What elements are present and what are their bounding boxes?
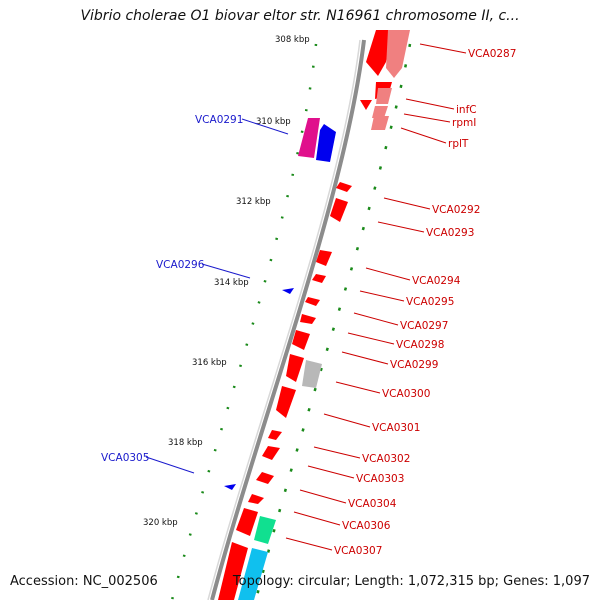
tick-label: 308 kbp	[275, 35, 310, 45]
gene-label: VCA0292	[432, 204, 480, 216]
gene-vca0299	[292, 330, 310, 350]
accession-text: Accession: NC_002506	[10, 574, 158, 589]
gene-vca0305	[224, 484, 236, 490]
gene-label: VCA0287	[468, 48, 516, 60]
gene-rpmi	[360, 100, 372, 110]
gene-label: VCA0306	[342, 520, 391, 532]
gene-vca0300	[286, 354, 304, 382]
gene-rplt	[371, 116, 389, 130]
gene-vca0297	[305, 297, 320, 306]
gene-label: VCA0295	[406, 296, 454, 308]
gene-vca0294	[316, 250, 332, 266]
forward-genes	[218, 30, 410, 600]
topology-text: Topology: circular; Length: 1,072,315 bp…	[232, 574, 590, 589]
gene-vca0287	[366, 30, 392, 76]
chromosome-backbone	[207, 39, 366, 600]
gene-vca0301	[276, 386, 296, 418]
gene-vca0307	[236, 508, 258, 536]
gene-infc-rna	[376, 88, 392, 104]
gene-rpmi-rna	[372, 106, 388, 118]
gene-label: infC	[456, 104, 477, 116]
gene-label: VCA0297	[400, 320, 448, 332]
map-title: Vibrio cholerae O1 biovar eltor str. N16…	[80, 8, 520, 24]
gene-vca0291	[316, 124, 336, 162]
gene-vca0304	[256, 472, 274, 484]
tick-label: 316 kbp	[192, 358, 227, 368]
gene-label: VCA0291	[195, 114, 243, 126]
gene-label: VCA0299	[390, 359, 438, 371]
gene-vca0292	[336, 182, 352, 192]
gene-vca0302	[268, 430, 282, 440]
gene-label: VCA0296	[156, 259, 205, 271]
gene-vca0298	[300, 314, 316, 324]
gene-label: VCA0303	[356, 473, 404, 485]
tick-label: 318 kbp	[168, 438, 203, 448]
reverse-genes	[224, 118, 336, 490]
gene-vca0296	[282, 288, 294, 294]
gene-label: VCA0300	[382, 388, 430, 400]
gene-vca0293	[330, 198, 348, 222]
gene-label: VCA0304	[348, 498, 397, 510]
gene-vca0295	[312, 274, 326, 283]
gene-label: VCA0293	[426, 227, 474, 239]
tick-labels: 308 kbp 310 kbp 312 kbp 314 kbp 316 kbp …	[143, 35, 310, 528]
gene-labels-right: VCA0287 infC rpmI rplT VCA0292 VCA0293 V…	[334, 48, 516, 557]
leader-lines	[145, 43, 467, 551]
tick-label: 314 kbp	[214, 278, 249, 288]
gene-pink	[298, 118, 320, 158]
gene-label: VCA0302	[362, 453, 410, 465]
gene-vca0303	[262, 446, 280, 460]
tick-label: 310 kbp	[256, 117, 291, 127]
gene-label: rplT	[448, 138, 469, 150]
gene-label: VCA0305	[101, 452, 149, 464]
gene-green	[254, 516, 276, 544]
gene-label: VCA0298	[396, 339, 444, 351]
gene-label: VCA0307	[334, 545, 382, 557]
gene-labels-left: VCA0291 VCA0296 VCA0305	[101, 114, 243, 464]
gene-label: rpmI	[452, 117, 476, 129]
tick-label: 312 kbp	[236, 197, 271, 207]
gene-vca0306	[248, 494, 264, 504]
gene-red-bottom	[218, 542, 248, 600]
gene-label: VCA0301	[372, 422, 420, 434]
gene-grey	[302, 360, 322, 388]
gene-cyan	[238, 548, 268, 600]
tick-label: 320 kbp	[143, 518, 178, 528]
gene-label: VCA0294	[412, 275, 461, 287]
gene-rna-1	[386, 30, 410, 78]
